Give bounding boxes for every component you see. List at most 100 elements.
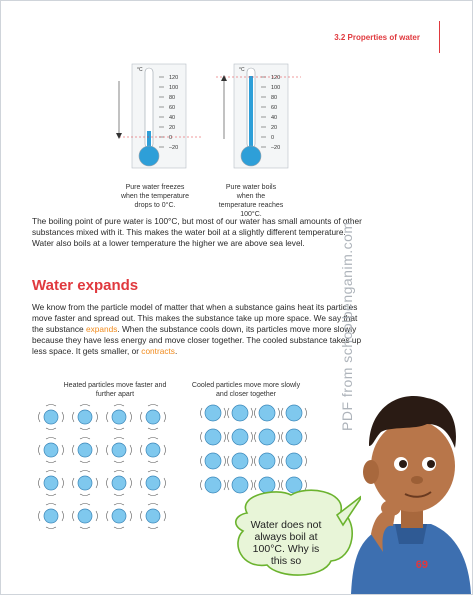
motion-line — [106, 510, 109, 522]
ticks-freezing: 120 100 80 60 40 20 0 –20 — [159, 75, 178, 151]
heated-caption: Heated particles move faster and further… — [63, 382, 167, 398]
motion-line — [200, 479, 203, 491]
motion-line — [129, 510, 132, 522]
motion-line — [163, 444, 166, 456]
freezing-caption: Pure water freezes when the temperature … — [120, 184, 190, 209]
tick-label: 100 — [271, 85, 280, 91]
motion-line — [38, 444, 41, 456]
motion-line — [140, 411, 143, 423]
motion-line — [254, 431, 257, 443]
motion-line — [79, 437, 91, 440]
motion-line — [113, 526, 125, 529]
motion-line — [250, 431, 253, 443]
tick-label: 60 — [271, 105, 277, 111]
speech-bubble-text: Water does not always boil at 100°C. Why… — [250, 519, 322, 567]
motion-line — [72, 444, 75, 456]
motion-line — [113, 404, 125, 407]
motion-line — [163, 411, 166, 423]
motion-line — [106, 411, 109, 423]
particle — [43, 442, 59, 458]
motion-line — [147, 503, 159, 506]
motion-line — [72, 477, 75, 489]
boiling-point-paragraph: The boiling point of pure water is 100°C… — [32, 216, 362, 248]
particle — [111, 442, 127, 458]
motion-line — [277, 431, 280, 443]
tick-label: 0 — [169, 135, 172, 141]
motion-line — [147, 460, 159, 463]
particle — [231, 428, 249, 446]
heated-particles-diagram — [38, 404, 166, 529]
motion-line — [227, 455, 230, 467]
particle — [204, 428, 222, 446]
motion-line — [147, 437, 159, 440]
page-number: 69 — [415, 559, 428, 571]
motion-line — [61, 510, 64, 522]
particle — [77, 475, 93, 491]
motion-line — [281, 431, 284, 443]
tick-label: 60 — [169, 105, 175, 111]
text-run: . — [174, 346, 178, 356]
section-header: 3.2 Properties of water — [334, 33, 420, 42]
unit-label: °C — [239, 67, 245, 73]
tick-label: 40 — [271, 115, 277, 121]
motion-line — [79, 526, 91, 529]
motion-line — [304, 407, 307, 419]
motion-line — [281, 407, 284, 419]
thermometer-freezing: °C 120 100 80 60 40 20 0 –20 — [116, 63, 201, 169]
motion-line — [113, 460, 125, 463]
motion-line — [277, 455, 280, 467]
motion-line — [45, 526, 57, 529]
motion-line — [281, 479, 284, 491]
motion-line — [79, 460, 91, 463]
cooled-caption: Cooled particles move more slowly and cl… — [191, 382, 301, 398]
motion-line — [304, 431, 307, 443]
particle — [258, 452, 276, 470]
tick-label: 40 — [169, 115, 175, 121]
particle — [43, 475, 59, 491]
particle — [145, 442, 161, 458]
motion-line — [129, 444, 132, 456]
particle — [204, 452, 222, 470]
motion-line — [223, 431, 226, 443]
particle — [285, 452, 303, 470]
keyword-expands: expands — [85, 324, 118, 334]
expansion-paragraph: We know from the particle model of matte… — [32, 302, 362, 357]
tick-label: –20 — [169, 145, 178, 151]
motion-line — [45, 437, 57, 440]
motion-line — [227, 431, 230, 443]
thermometer-figure: °C 120 100 80 60 40 20 0 –20 °C 120 100 80 60 40 20 0… — [1, 61, 331, 216]
particle — [145, 409, 161, 425]
speech-bubble — [235, 489, 361, 576]
motion-line — [38, 411, 41, 423]
motion-line — [200, 431, 203, 443]
motion-line — [277, 479, 280, 491]
motion-line — [95, 444, 98, 456]
particle — [204, 404, 222, 422]
motion-line — [95, 510, 98, 522]
tick-label: 20 — [169, 125, 175, 131]
tick-label: 80 — [271, 95, 277, 101]
motion-line — [304, 479, 307, 491]
motion-line — [95, 411, 98, 423]
tick-label: –20 — [271, 145, 280, 151]
motion-line — [106, 444, 109, 456]
motion-line — [140, 477, 143, 489]
motion-line — [163, 477, 166, 489]
particle — [43, 508, 59, 524]
tick-label: 0 — [271, 135, 274, 141]
particle — [111, 508, 127, 524]
motion-line — [147, 427, 159, 430]
motion-line — [61, 444, 64, 456]
particle — [231, 404, 249, 422]
particle — [258, 428, 276, 446]
motion-line — [45, 427, 57, 430]
header-rule — [439, 21, 440, 53]
motion-line — [79, 427, 91, 430]
motion-line — [250, 455, 253, 467]
text-run: . When the substance cools down, its par… — [32, 324, 362, 356]
tick-label: 100 — [169, 85, 178, 91]
particle — [231, 452, 249, 470]
motion-line — [45, 470, 57, 473]
thermometers-svg: °C 120 100 80 60 40 20 0 –20 °C 120 100 80 60 40 20 0… — [116, 63, 301, 169]
